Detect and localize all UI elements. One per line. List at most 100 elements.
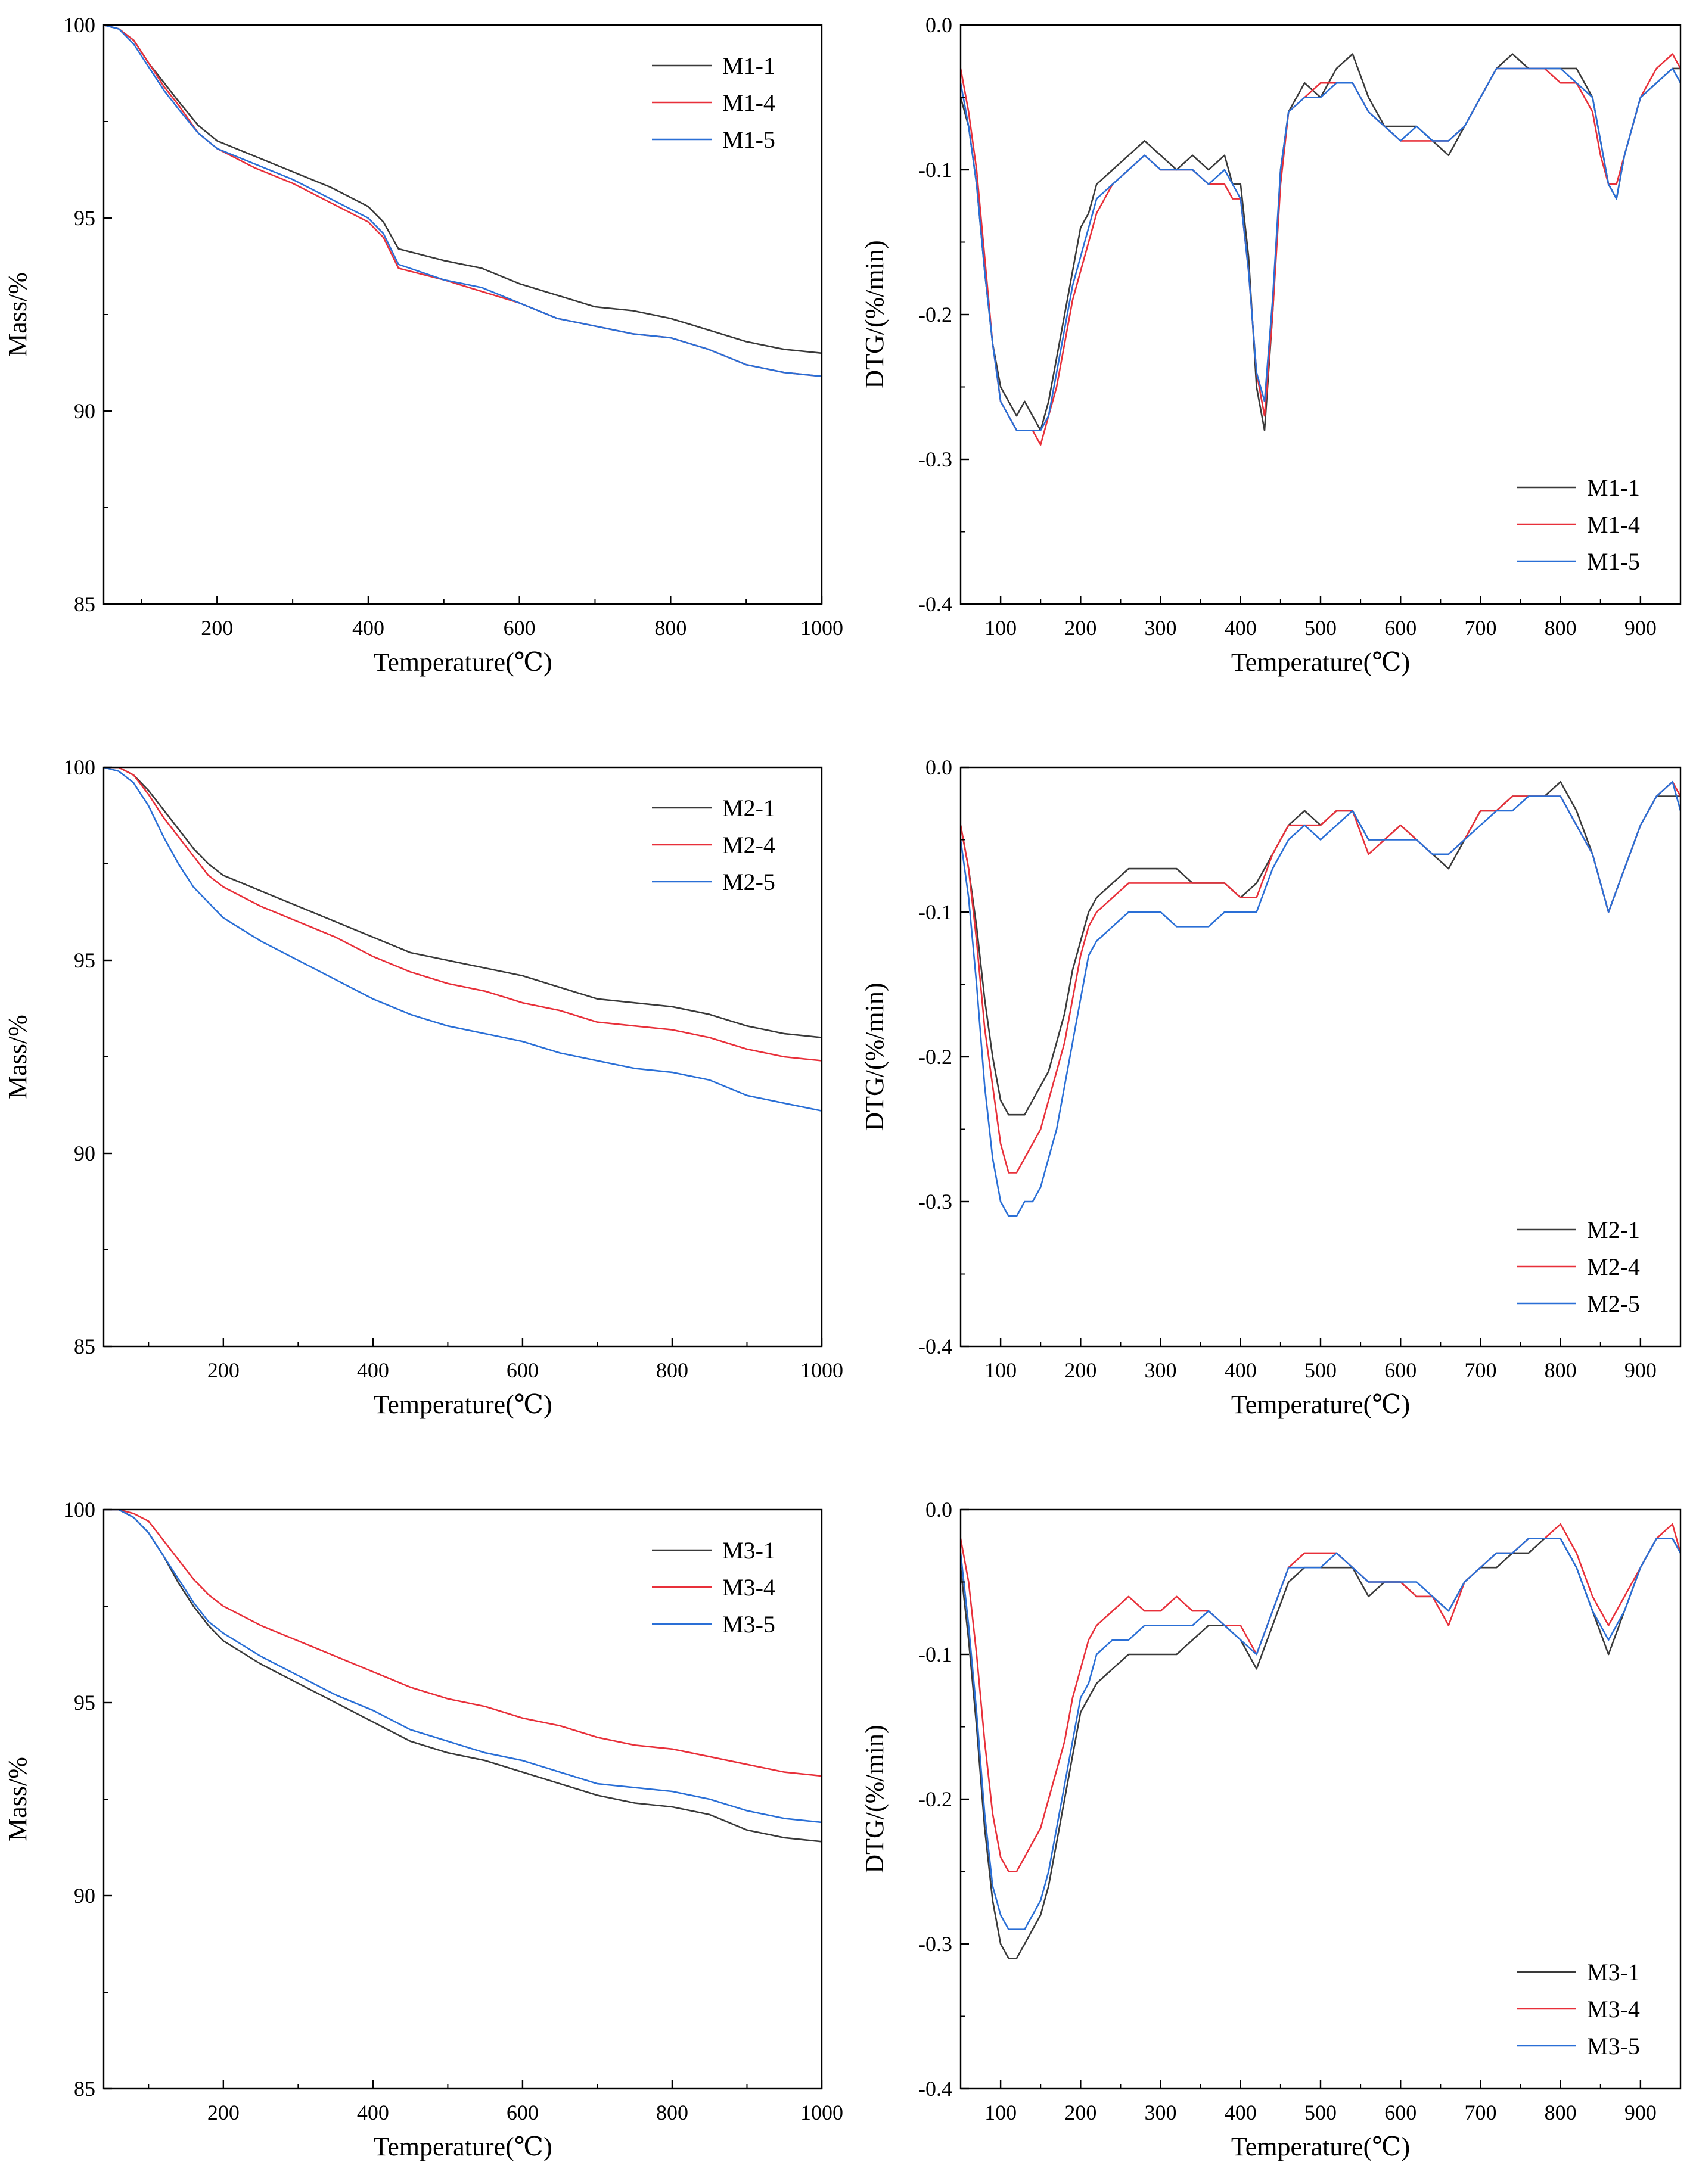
y-tick-label: -0.4 <box>918 1334 952 1358</box>
x-tick-label: 400 <box>352 616 384 640</box>
x-tick-label: 800 <box>656 2101 688 2124</box>
x-tick-label: 400 <box>1225 2101 1257 2124</box>
x-tick-label: 200 <box>207 1358 240 1382</box>
y-tick-label: 90 <box>74 399 95 423</box>
legend-label-m3-4: M3-4 <box>722 1574 775 1601</box>
y-tick-label: -0.1 <box>918 1642 952 1666</box>
x-tick-label: 300 <box>1145 2101 1177 2124</box>
y-tick-label: 100 <box>63 1498 95 1522</box>
y-tick-label: 85 <box>74 2077 95 2101</box>
series-line-m3-4 <box>104 1510 822 1777</box>
x-tick-label: 400 <box>1225 616 1257 640</box>
series-line-m1-1 <box>961 53 1680 431</box>
y-tick-label: 0.0 <box>925 1498 952 1522</box>
x-tick-label: 200 <box>207 2101 240 2124</box>
y-tick-label: -0.3 <box>918 1932 952 1956</box>
x-tick-label: 600 <box>1384 616 1416 640</box>
legend-label-m3-1: M3-1 <box>722 1537 775 1564</box>
series-line-m2-1 <box>104 767 822 1038</box>
x-tick-label: 200 <box>1064 1358 1096 1382</box>
x-tick-label: 600 <box>1384 1358 1416 1382</box>
x-tick-label: 200 <box>1064 616 1096 640</box>
legend-label-m3-1: M3-1 <box>1587 1959 1640 1986</box>
chart-panel-dtg-m3: 100 200 300 400 500 600 700 800 900 -0.4 -0.3 -0.2 -… <box>860 1498 1682 2161</box>
y-tick-label: 95 <box>74 206 95 230</box>
series-line-m1-5 <box>104 25 822 377</box>
x-tick-label: 1000 <box>800 616 843 640</box>
y-tick-label: 100 <box>63 13 95 37</box>
y-tick-label: 90 <box>74 1141 95 1165</box>
legend: M3-1 M3-4 M3-5 <box>652 1537 775 1638</box>
x-tick-label: 800 <box>656 1358 688 1382</box>
x-tick-label: 300 <box>1145 1358 1177 1382</box>
legend-label-m3-5: M3-5 <box>722 1611 775 1638</box>
y-tick-label: 85 <box>74 1334 95 1358</box>
chart-panel-tg-m1: 200 400 600 800 1000 85 90 95 100 Temperature(℃) M… <box>3 13 843 677</box>
x-tick-label: 900 <box>1624 1358 1657 1382</box>
y-axis-label: Mass/% <box>3 1757 32 1841</box>
y-tick-label: 0.0 <box>925 755 952 779</box>
y-axis-label: DTG/(%/min) <box>860 982 889 1131</box>
y-axis-label: Mass/% <box>3 272 32 357</box>
y-tick-label: -0.1 <box>918 900 952 924</box>
legend: M1-1 M1-4 M1-5 <box>652 52 775 153</box>
legend-label-m3-5: M3-5 <box>1587 2033 1640 2059</box>
plot-frame <box>959 1508 1682 2090</box>
y-tick-label: 90 <box>74 1884 95 1908</box>
x-tick-label: 500 <box>1304 616 1337 640</box>
legend: M2-1 M2-4 M2-5 <box>1517 1217 1640 1317</box>
x-tick-label: 600 <box>504 616 536 640</box>
x-axis-label: Temperature(℃) <box>1231 1390 1410 1419</box>
legend-label-m2-1: M2-1 <box>722 795 775 822</box>
x-tick-label: 100 <box>984 2101 1017 2124</box>
x-tick-label: 400 <box>357 1358 389 1382</box>
chart-panel-tg-m3: 200 400 600 800 1000 85 90 95 100 Temperature(℃) M… <box>3 1498 843 2161</box>
y-tick-label: -0.2 <box>918 1787 952 1811</box>
legend-label-m1-4: M1-4 <box>722 89 775 116</box>
x-tick-label: 900 <box>1624 2101 1657 2124</box>
y-tick-label: 100 <box>63 755 95 779</box>
legend-label-m1-1: M1-1 <box>1587 474 1640 501</box>
x-tick-label: 500 <box>1304 2101 1337 2124</box>
y-tick-label: 95 <box>74 948 95 972</box>
x-tick-label: 800 <box>654 616 686 640</box>
legend: M1-1 M1-4 M1-5 <box>1517 474 1640 575</box>
legend-label-m2-4: M2-4 <box>722 832 775 858</box>
x-tick-label: 200 <box>1064 2101 1096 2124</box>
series-line-m1-5 <box>961 67 1680 431</box>
series-line-m3-1 <box>104 1510 822 1843</box>
y-tick-label: -0.1 <box>918 158 952 182</box>
y-axis-label: DTG/(%/min) <box>860 240 889 388</box>
x-tick-label: 400 <box>357 2101 389 2124</box>
y-tick-label: -0.4 <box>918 2077 952 2101</box>
y-axis-label: Mass/% <box>3 1015 32 1099</box>
x-axis-label: Temperature(℃) <box>373 1390 552 1419</box>
plot-frame <box>959 24 1682 605</box>
legend: M2-1 M2-4 M2-5 <box>652 795 775 895</box>
plot-frame <box>102 24 823 605</box>
y-tick-label: 85 <box>74 592 95 616</box>
x-tick-label: 800 <box>1545 616 1577 640</box>
chart-panel-dtg-m2: 100 200 300 400 500 600 700 800 900 -0.4 -0.3 -0.2 -… <box>860 755 1682 1419</box>
chart-panel-tg-m2: 200 400 600 800 1000 85 90 95 100 Temperature(℃) M… <box>3 755 843 1419</box>
series-line-m2-5 <box>104 767 822 1112</box>
series-line-m1-4 <box>961 53 1680 446</box>
x-tick-label: 1000 <box>800 2101 843 2124</box>
legend: M3-1 M3-4 M3-5 <box>1517 1959 1640 2059</box>
x-tick-label: 600 <box>507 2101 539 2124</box>
y-tick-label: -0.4 <box>918 592 952 616</box>
x-axis-label: Temperature(℃) <box>373 648 552 677</box>
series-line-m3-5 <box>961 1538 1680 1930</box>
x-axis-label: Temperature(℃) <box>373 2132 552 2161</box>
legend-label-m1-4: M1-4 <box>1587 511 1640 538</box>
x-axis-label: Temperature(℃) <box>1231 2132 1410 2161</box>
x-tick-label: 100 <box>984 616 1017 640</box>
x-tick-label: 300 <box>1145 616 1177 640</box>
legend-label-m1-5: M1-5 <box>722 126 775 153</box>
y-axis-label: DTG/(%/min) <box>860 1725 889 1873</box>
legend-label-m2-5: M2-5 <box>1587 1290 1640 1317</box>
x-tick-label: 600 <box>507 1358 539 1382</box>
x-tick-label: 800 <box>1545 1358 1577 1382</box>
plot-frame <box>959 766 1682 1348</box>
y-tick-label: -0.2 <box>918 303 952 326</box>
